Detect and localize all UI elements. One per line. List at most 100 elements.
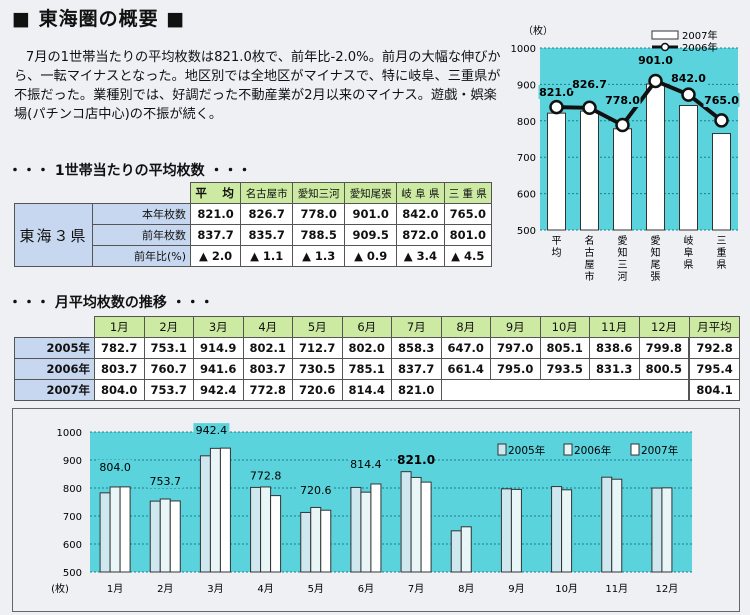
table-cell: ▲ 2.0 [189,245,242,267]
data-label: 772.8 [250,470,282,483]
data-label: 753.7 [150,475,182,488]
monthly-table-header: 6月 [341,316,392,338]
bar-2006年 [260,486,272,573]
bar-2005年 [199,455,211,573]
bar-2007年 [219,447,231,573]
legend-marker-2006 [660,42,670,52]
y-tick-label: 700 [517,153,536,164]
bar-2007年 [169,500,181,573]
table-cell: 785.1 [341,358,392,380]
monthly-table-corner [14,316,95,338]
monthly-table-header: 3月 [193,316,244,338]
bar-2007 [712,133,731,231]
region-label: 東海３県 [14,203,93,267]
title-square-right-icon: ■ [166,8,186,30]
y-tick-label: 600 [63,540,82,551]
bar-2006年 [561,489,573,573]
table-cell: 826.7 [240,203,294,225]
table-cell: 842.0 [396,203,445,225]
data-label: 765.0 [704,94,739,107]
y-tick-label: 500 [517,226,536,237]
table-cell: 795.4 [688,358,741,380]
monthly-table-header: 9月 [490,316,541,338]
monthly-table-row: 2007年 804.0 753.7 942.4 772.8 720.6 814.4 821.0… [14,379,741,401]
year-label: 2006年 [14,358,95,380]
line-point-2006 [615,117,630,133]
table-cell: ▲ 3.4 [396,245,445,267]
area-table-header: 岐 阜 県 [396,182,445,204]
table-cell: 821.0 [189,203,242,225]
table-cell [441,379,491,401]
legend-label: 2005年 [508,444,545,457]
x-category-label: 7月 [408,583,424,595]
monthly-table-header: 10月 [539,316,590,338]
x-category-label: 10月 [555,583,578,595]
data-label-bg [538,85,575,99]
plot-area [540,48,738,230]
table-cell: 801.0 [443,224,493,246]
bar-2005年 [350,486,362,573]
data-label: 842.0 [671,72,706,85]
monthly-table-header-row: 1月 2月 3月 4月 5月 6月 7月 8月 9月 10月 11月 12月 月平均 [14,316,741,338]
x-category-label: 2月 [157,583,173,595]
bar-2006年 [209,447,221,573]
table-cell: 941.6 [193,358,244,380]
legend-label-2007: 2007年 [682,29,717,42]
section-title-area: ・・・ 1世帯当たりの平均枚数 ・・・ [8,163,252,179]
y-unit-label: （枚） [523,24,553,37]
bar-2006年 [460,526,472,573]
table-cell: 942.4 [193,379,244,401]
area-table-corner [15,183,191,204]
table-cell: 872.0 [396,224,445,246]
area-table-header: 名古屋市 [240,182,294,204]
legend-swatch [563,443,573,456]
row-label: 本年枚数 [92,203,191,225]
bar-2007年 [270,495,282,573]
data-label-bg [571,77,608,91]
monthly-table-header: 5月 [292,316,343,338]
table-cell: 804.1 [688,379,741,401]
bar-2005年 [500,488,512,573]
monthly-table-header: 月平均 [688,316,741,338]
x-category-label: 6月 [358,583,374,595]
plot-area [90,432,692,572]
bar-2006年 [611,478,623,573]
table-cell: 821.0 [391,379,442,401]
table-cell: 793.5 [539,358,590,380]
data-label-bg [247,468,284,483]
table-cell: 837.7 [189,224,242,246]
data-label: 778.0 [605,94,640,107]
table-cell: 909.5 [344,224,398,246]
bar-2006年 [510,488,522,573]
y-unit-label: (枚) [51,582,69,595]
table-cell: 799.8 [638,337,690,359]
data-label: 901.0 [638,54,673,67]
monthly-table-row: 2006年 803.7 760.7 941.6 803.7 730.5 785.1 837.7… [14,358,741,380]
data-label-bg [703,93,740,107]
y-tick-label: 700 [63,512,82,523]
bar-2006年 [310,506,322,573]
table-cell: 837.7 [391,358,442,380]
area-table-header: 愛知三河 [292,182,346,204]
y-tick-label: 900 [517,80,536,91]
monthly-average-table: 1月 2月 3月 4月 5月 6月 7月 8月 9月 10月 11月 12月 月平均 2005年 782.7… [14,316,741,401]
area-table-header: 三 重 県 [443,182,493,204]
y-tick-label: 1000 [57,428,82,439]
bar-2007 [646,83,665,231]
table-cell: 802.1 [242,337,293,359]
table-cell: ▲ 4.5 [443,245,493,267]
legend-label: 2007年 [641,444,678,457]
monthly-table-header: 11月 [589,316,640,338]
area-table-header-row: 平 均名古屋市 愛知三河 愛知尾張岐 阜 県三 重 県 [15,182,493,204]
line-point-2006 [582,100,597,116]
bar-2007 [547,112,566,231]
data-label-bg [97,459,134,474]
area-bar-chart: 1000 900 800 700 600 500 （枚） 平均 名古屋市 愛知三河 愛知尾張 岐阜県 三… [511,24,740,283]
table-cell [490,379,540,401]
line-point-2006 [549,99,564,115]
area-table-row: 東海３県 本年枚数 821.0 826.7 778.0 901.0 842.0 765.0 [14,203,493,267]
page-title-text: 東海圏の概要 [38,8,159,30]
bar-2007年 [119,486,131,573]
bar-2006年 [159,498,171,573]
table-cell [639,379,690,401]
